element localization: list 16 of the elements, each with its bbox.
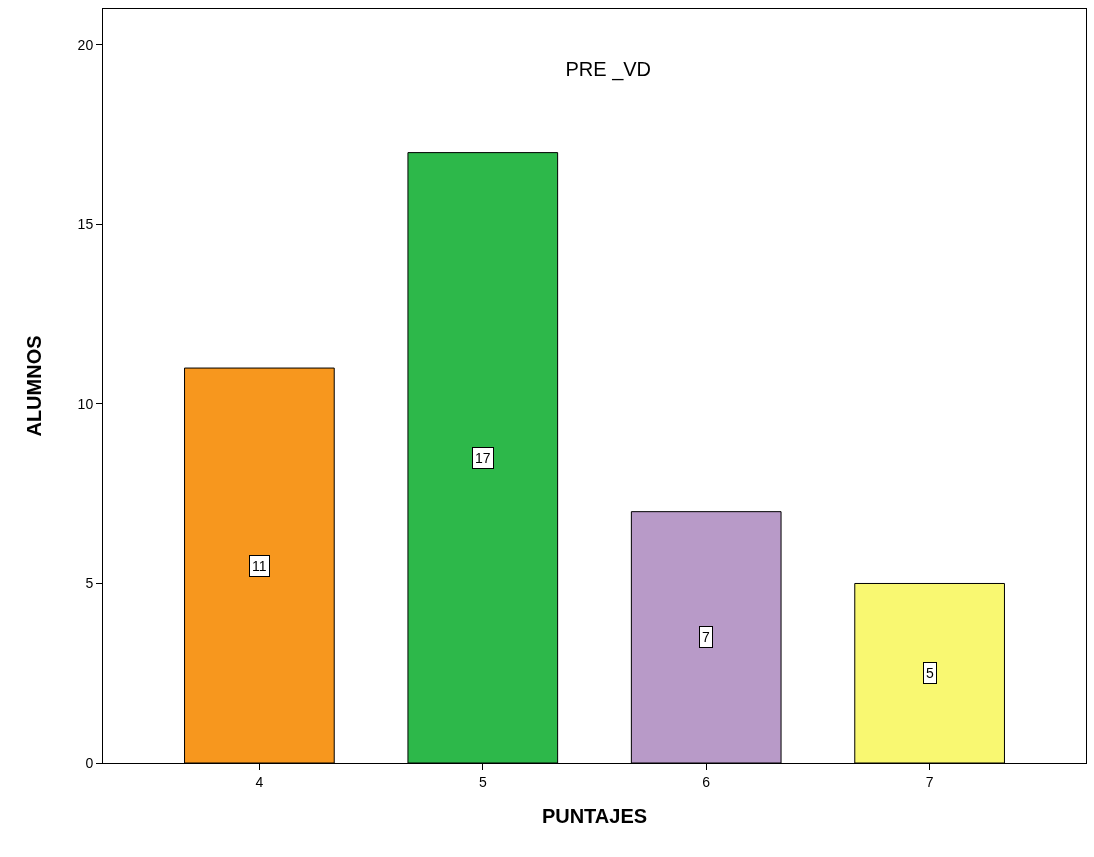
x-tick-label: 6 [702, 773, 711, 790]
x-tick-label: 5 [478, 773, 487, 790]
data-label: 7 [702, 629, 710, 645]
text: PRE _VD [565, 57, 652, 81]
y-tick-label: 5 [85, 575, 94, 592]
y-tick-label: 15 [77, 216, 94, 233]
x-tick-label: 7 [925, 773, 934, 790]
x-axis-title: PUNTAJES [541, 805, 648, 828]
y-tick-label: 0 [85, 754, 94, 771]
y-axis-title: ALUMNOS [23, 335, 46, 437]
data-label: 11 [252, 558, 267, 574]
y-tick-label: 10 [77, 395, 94, 412]
data-label: 17 [475, 450, 491, 466]
x-tick-label: 4 [255, 773, 264, 790]
data-label: 5 [926, 665, 934, 681]
y-tick-label: 20 [77, 36, 94, 53]
